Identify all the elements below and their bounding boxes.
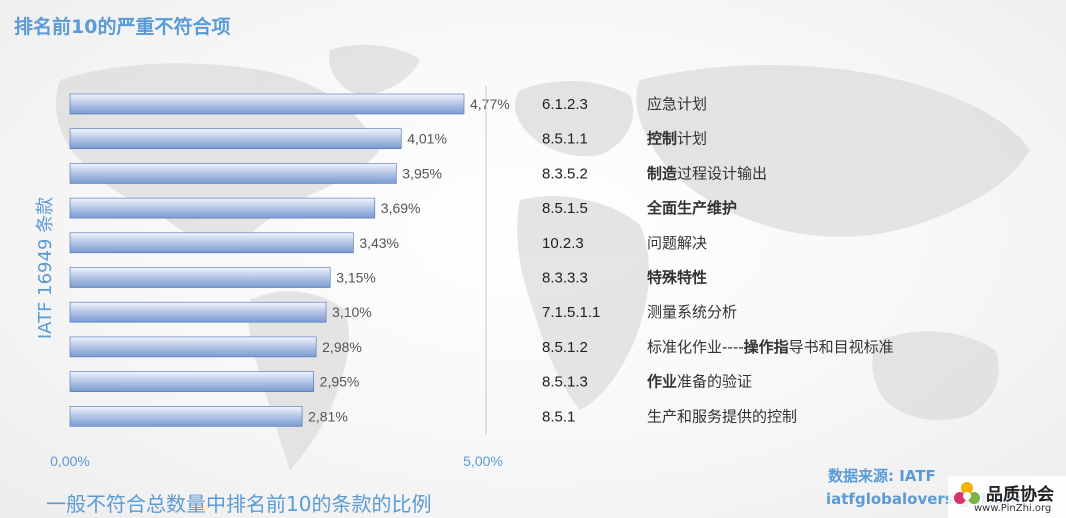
bar-10.2.3 bbox=[69, 232, 354, 254]
flower-logo-icon bbox=[954, 482, 980, 504]
bar-value-label: 3,15% bbox=[336, 270, 376, 286]
clause-number: 8.5.1.5 bbox=[542, 200, 588, 217]
bar-8.5.1.3 bbox=[69, 371, 314, 392]
clause-description: 问题解决 bbox=[647, 234, 707, 252]
bar-value-label: 3,10% bbox=[332, 304, 372, 320]
bar-8.5.1.2 bbox=[69, 336, 317, 358]
x-tick-label: 0,00% bbox=[50, 453, 90, 469]
bar-value-label: 3,69% bbox=[381, 200, 421, 216]
bar-value-label: 3,95% bbox=[402, 165, 442, 181]
clause-description: 测量系统分析 bbox=[647, 303, 737, 321]
bar-value-label: 3,43% bbox=[359, 235, 399, 251]
clause-number: 8.5.1.1 bbox=[542, 131, 588, 148]
chart-title: 排名前10的严重不符合项 bbox=[14, 16, 231, 38]
bar-8.3.5.2 bbox=[69, 163, 397, 184]
clause-description: 特殊特性 bbox=[647, 269, 707, 287]
clause-description: 应急计划 bbox=[647, 95, 707, 113]
bar-value-label: 2,81% bbox=[308, 408, 348, 424]
bar-8.5.1 bbox=[69, 405, 303, 427]
logo-name: 品质协会 bbox=[986, 485, 1054, 505]
x-tick-label: 5,00% bbox=[463, 453, 503, 469]
greenland-shape bbox=[329, 44, 420, 95]
clause-number: 7.1.5.1.1 bbox=[542, 304, 600, 321]
bar-value-label: 2,95% bbox=[320, 374, 360, 390]
logo-url[interactable]: www.PinZhi.org bbox=[974, 503, 1052, 514]
chart-subtitle: 一般不符合总数量中排名前10的条款的比例 bbox=[46, 492, 432, 516]
source-label: 数据来源: IATF bbox=[828, 467, 936, 485]
bar-8.5.1.1 bbox=[69, 128, 402, 149]
bar-value-label: 4,77% bbox=[470, 96, 510, 112]
bar-8.3.3.3 bbox=[69, 267, 331, 288]
clause-description: 作业准备的验证 bbox=[647, 373, 752, 391]
europe-shape bbox=[514, 80, 634, 157]
bar-value-label: 2,98% bbox=[322, 339, 362, 355]
clause-description: 标准化作业----操作指导书和目视标准 bbox=[647, 338, 894, 356]
clause-number: 8.5.1 bbox=[542, 408, 575, 425]
australia-shape bbox=[872, 331, 999, 420]
clause-description: 控制计划 bbox=[647, 130, 707, 148]
clause-description: 制造过程设计输出 bbox=[647, 164, 767, 182]
clause-number: 6.1.2.3 bbox=[542, 96, 588, 113]
bar-6.1.2.3 bbox=[69, 93, 465, 115]
clause-number: 8.3.3.3 bbox=[542, 270, 588, 287]
asia-shape bbox=[636, 65, 1030, 237]
clause-number: 8.5.1.3 bbox=[542, 374, 588, 391]
africa-shape bbox=[517, 196, 650, 410]
clause-number: 8.3.5.2 bbox=[542, 165, 588, 182]
bar-8.5.1.5 bbox=[69, 197, 376, 219]
clause-description: 生产和服务提供的控制 bbox=[647, 407, 797, 425]
bar-7.1.5.1.1 bbox=[69, 301, 327, 323]
clause-number: 8.5.1.2 bbox=[542, 339, 588, 356]
clause-number: 10.2.3 bbox=[542, 235, 584, 252]
clause-description: 全面生产维护 bbox=[646, 199, 737, 217]
bar-value-label: 4,01% bbox=[407, 131, 447, 147]
